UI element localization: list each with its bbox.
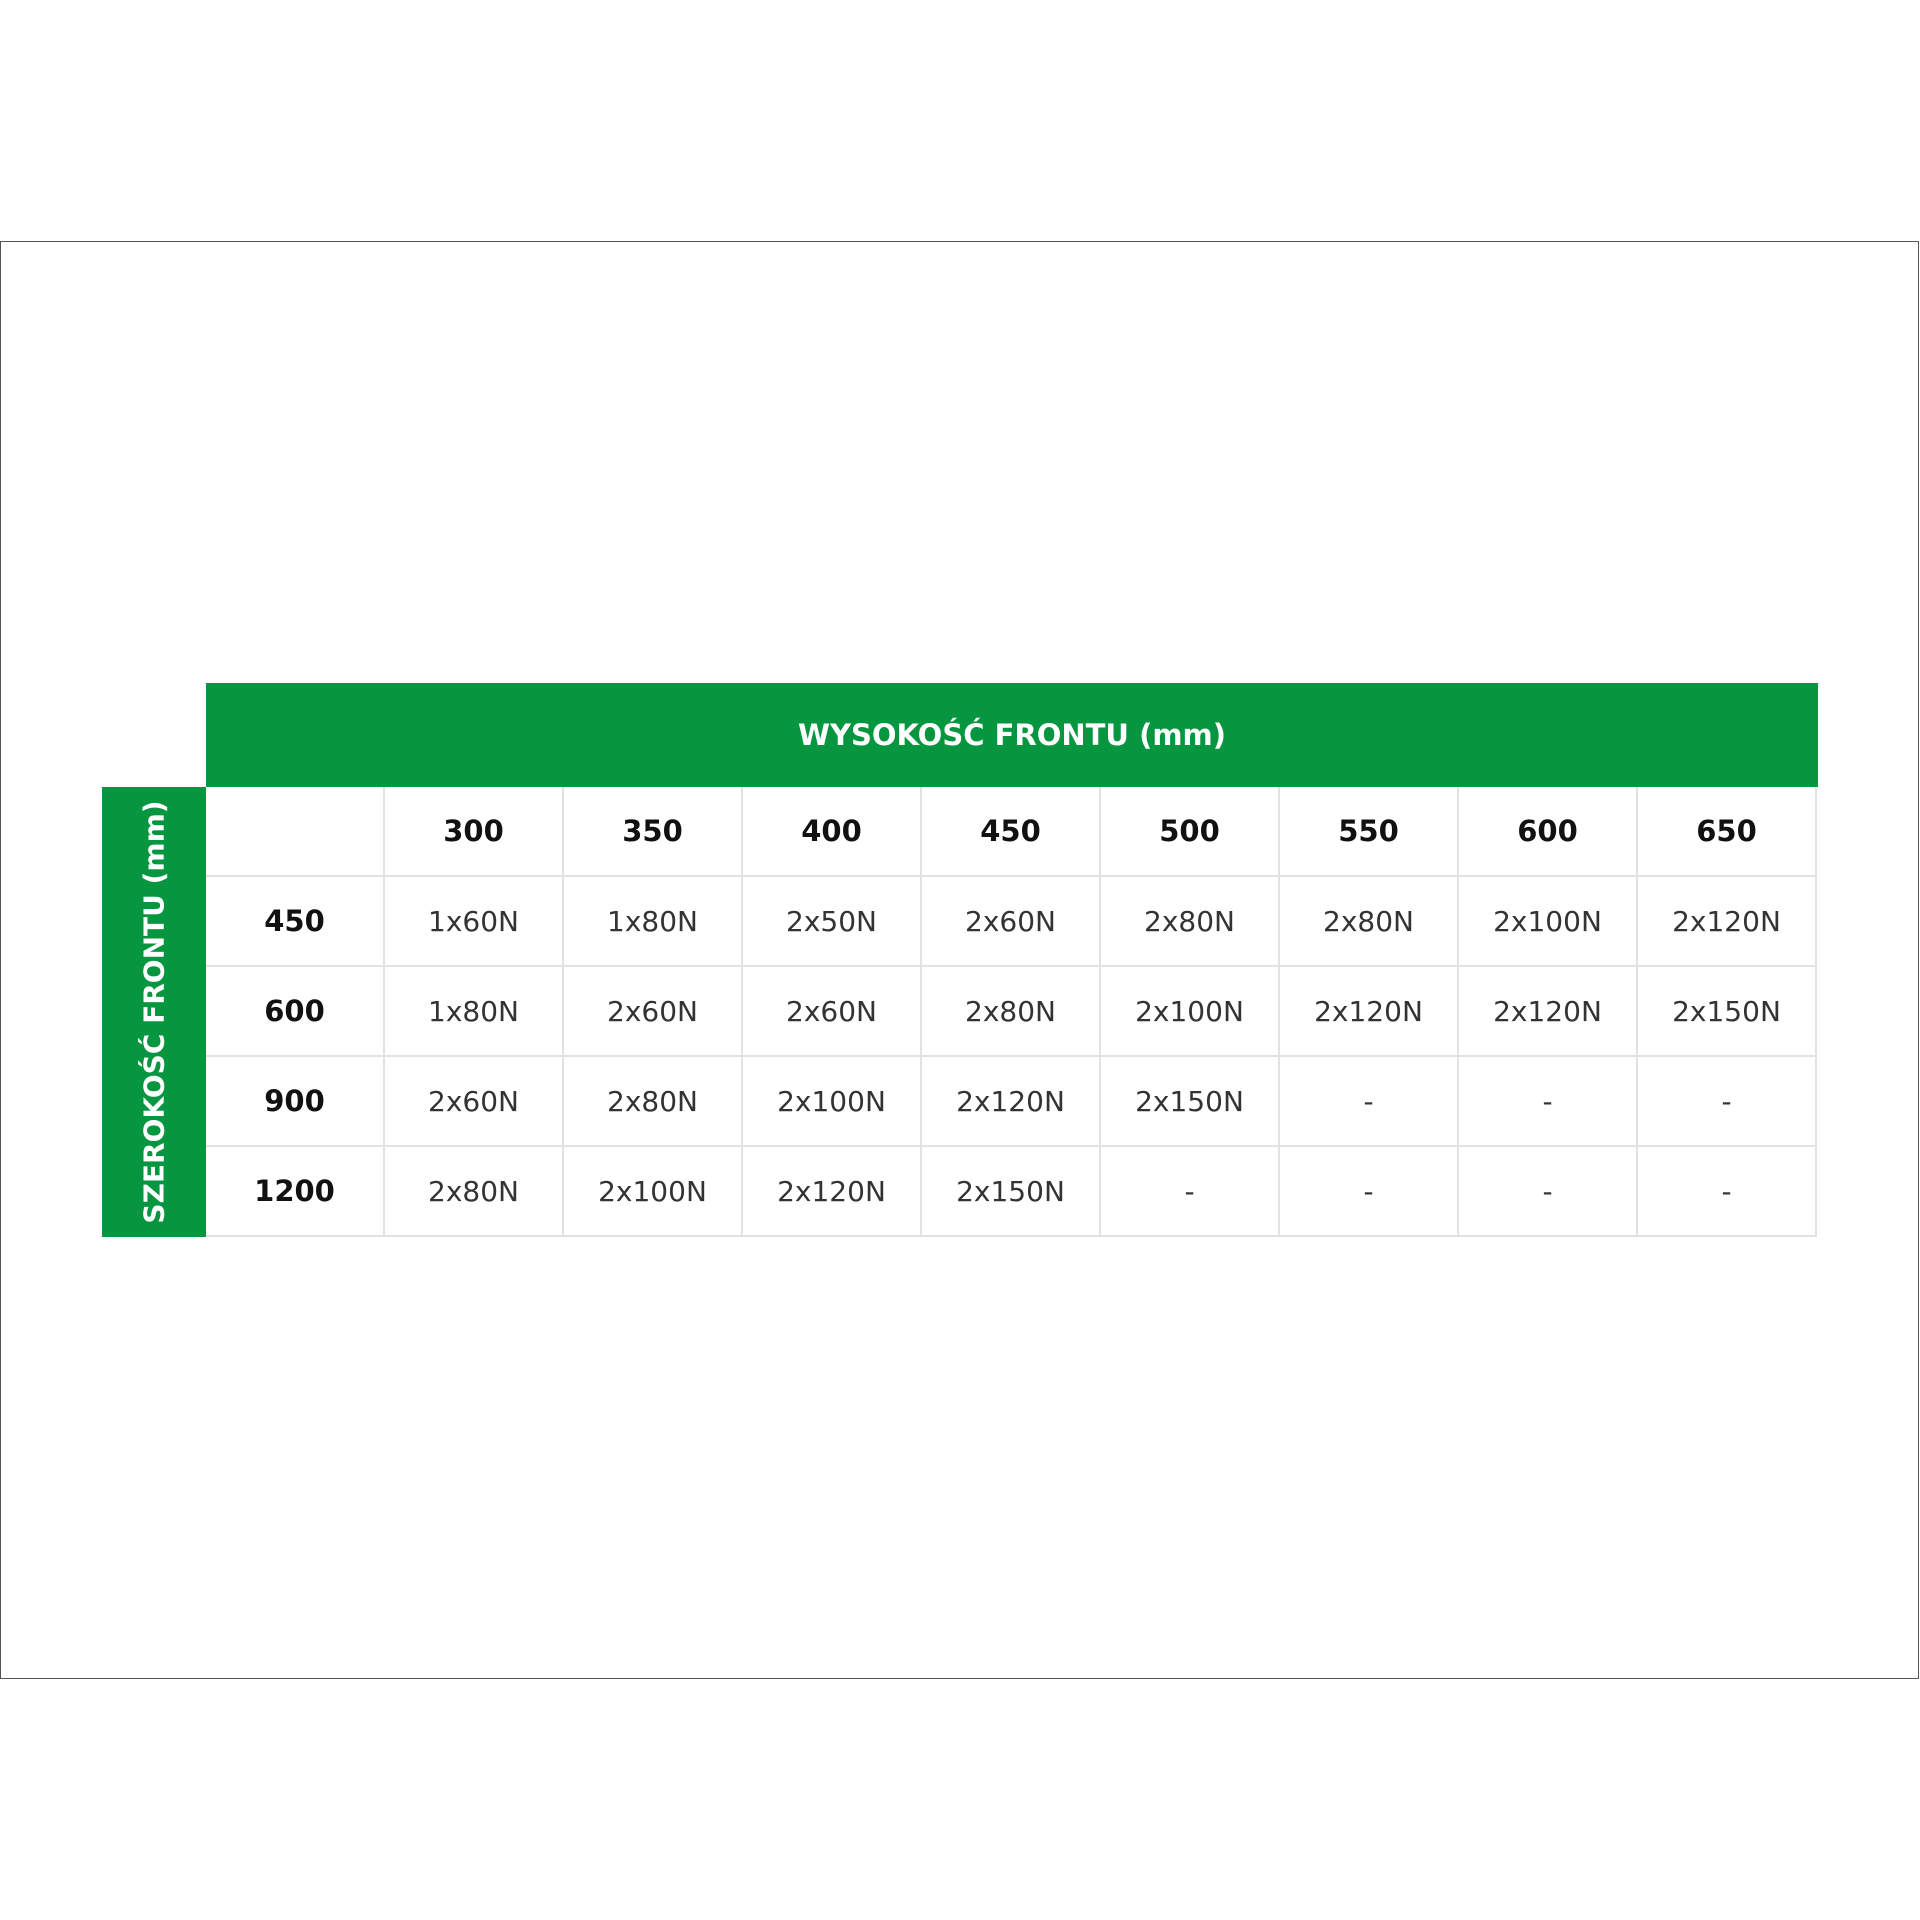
column-header: 450: [920, 787, 1101, 877]
side-band: SZEROKOŚĆ FRONTU (mm): [102, 787, 206, 1237]
cell: -: [1278, 1055, 1459, 1147]
cell: -: [1457, 1145, 1638, 1237]
cell: 2x80N: [562, 1055, 743, 1147]
cell: -: [1457, 1055, 1638, 1147]
corner-cell: [206, 787, 385, 877]
cell: -: [1636, 1145, 1817, 1237]
header-band: WYSOKOŚĆ FRONTU (mm): [206, 683, 1818, 787]
row: 900 2x60N 2x80N 2x100N 2x120N 2x150N - - -: [206, 1055, 1817, 1147]
row-header: 900: [206, 1055, 385, 1147]
column-header: 500: [1099, 787, 1280, 877]
cell: 2x150N: [920, 1145, 1101, 1237]
cell: 2x80N: [1278, 875, 1459, 967]
row-header: 600: [206, 965, 385, 1057]
cell: 2x80N: [1099, 875, 1280, 967]
row-header: 1200: [206, 1145, 385, 1237]
column-header: 400: [741, 787, 922, 877]
cell: 2x60N: [562, 965, 743, 1057]
column-header: 600: [1457, 787, 1638, 877]
header-title: WYSOKOŚĆ FRONTU (mm): [797, 718, 1227, 752]
cell: 2x60N: [741, 965, 922, 1057]
cell: 1x60N: [383, 875, 564, 967]
row: 1200 2x80N 2x100N 2x120N 2x150N - - - -: [206, 1145, 1817, 1237]
column-header: 300: [383, 787, 564, 877]
frame: [0, 241, 1919, 1679]
header-row: 300 350 400 450 500 550 600 650: [206, 787, 1817, 877]
cell: 2x80N: [920, 965, 1101, 1057]
cell: 2x50N: [741, 875, 922, 967]
cell: 2x120N: [741, 1145, 922, 1237]
column-header: 350: [562, 787, 743, 877]
cell: 1x80N: [562, 875, 743, 967]
cell: -: [1099, 1145, 1280, 1237]
cell: 2x120N: [1636, 875, 1817, 967]
cell: -: [1636, 1055, 1817, 1147]
row: 600 1x80N 2x60N 2x60N 2x80N 2x100N 2x120N 2x120…: [206, 965, 1817, 1057]
cell: 2x120N: [920, 1055, 1101, 1147]
side-title: SZEROKOŚĆ FRONTU (mm): [137, 800, 171, 1224]
table: 300 350 400 450 500 550 600 650 450 1x60N 1x80N 2x5…: [206, 787, 1817, 1237]
cell: 2x100N: [562, 1145, 743, 1237]
cell: 2x100N: [1099, 965, 1280, 1057]
column-header: 650: [1636, 787, 1817, 877]
cell: 2x80N: [383, 1145, 564, 1237]
cell: 2x150N: [1636, 965, 1817, 1057]
row: 450 1x60N 1x80N 2x50N 2x60N 2x80N 2x80N 2x100N 2…: [206, 875, 1817, 967]
cell: 2x120N: [1278, 965, 1459, 1057]
cell: 2x150N: [1099, 1055, 1280, 1147]
cell: -: [1278, 1145, 1459, 1237]
cell: 2x100N: [1457, 875, 1638, 967]
row-header: 450: [206, 875, 385, 967]
cell: 1x80N: [383, 965, 564, 1057]
cell: 2x60N: [920, 875, 1101, 967]
column-header: 550: [1278, 787, 1459, 877]
cell: 2x100N: [741, 1055, 922, 1147]
cell: 2x120N: [1457, 965, 1638, 1057]
cell: 2x60N: [383, 1055, 564, 1147]
